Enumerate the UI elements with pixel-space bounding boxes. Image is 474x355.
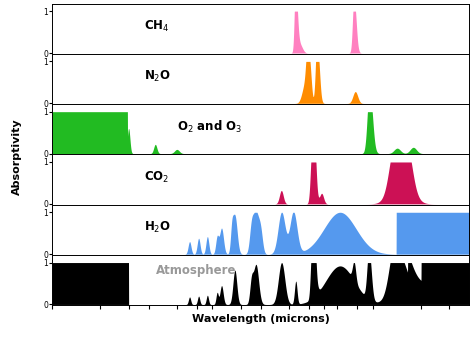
Text: Absorptivity: Absorptivity — [12, 118, 22, 195]
Text: N$_2$O: N$_2$O — [144, 69, 171, 84]
Text: H$_2$O: H$_2$O — [144, 220, 171, 235]
Text: CH$_4$: CH$_4$ — [144, 18, 169, 34]
Text: CO$_2$: CO$_2$ — [144, 169, 169, 185]
Text: O$_2$ and O$_3$: O$_2$ and O$_3$ — [177, 119, 243, 135]
X-axis label: Wavelength (microns): Wavelength (microns) — [192, 313, 329, 324]
Text: Atmosphere: Atmosphere — [156, 264, 237, 277]
